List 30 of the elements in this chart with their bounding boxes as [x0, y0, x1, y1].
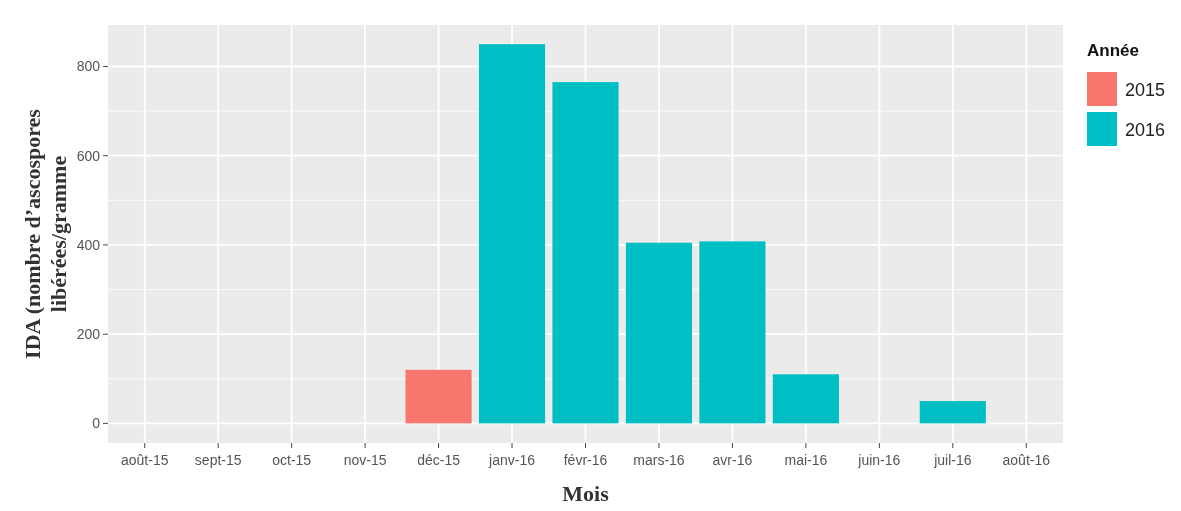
bar	[478, 44, 546, 424]
y-tick-label: 800	[76, 58, 101, 75]
y-axis-title: IDA (nombre d’ascospores libérées/gramme	[20, 108, 71, 359]
bar	[405, 369, 472, 424]
x-tick-label: juil-16	[933, 452, 972, 468]
x-tick-label: nov-15	[343, 452, 387, 468]
legend-label: 2015	[1125, 80, 1166, 100]
y-tick-label: 400	[76, 236, 101, 253]
legend-title: Année	[1087, 41, 1139, 60]
x-tick-label: août-16	[1002, 452, 1051, 468]
x-tick-label: mai-16	[784, 452, 828, 468]
y-tick-label: 600	[76, 147, 101, 164]
x-tick-label: janv-16	[488, 452, 536, 468]
x-axis-title: Mois	[562, 481, 610, 506]
bar	[699, 241, 766, 424]
x-tick-label: avr-16	[712, 452, 753, 468]
x-tick-label: oct-15	[272, 452, 312, 468]
x-tick-label: déc-15	[417, 452, 461, 468]
x-tick-label: juin-16	[857, 452, 901, 468]
legend-label: 2016	[1125, 120, 1166, 140]
bar	[552, 82, 619, 424]
x-tick-label: sept-15	[194, 452, 242, 468]
bar	[919, 401, 986, 424]
bar	[772, 374, 839, 424]
x-tick-label: févr-16	[563, 452, 608, 468]
x-tick-label: août-15	[120, 452, 169, 468]
bar	[625, 242, 693, 424]
x-tick-label: mars-16	[633, 452, 685, 468]
y-tick-label: 200	[76, 326, 101, 343]
y-tick-label: 0	[92, 415, 101, 432]
